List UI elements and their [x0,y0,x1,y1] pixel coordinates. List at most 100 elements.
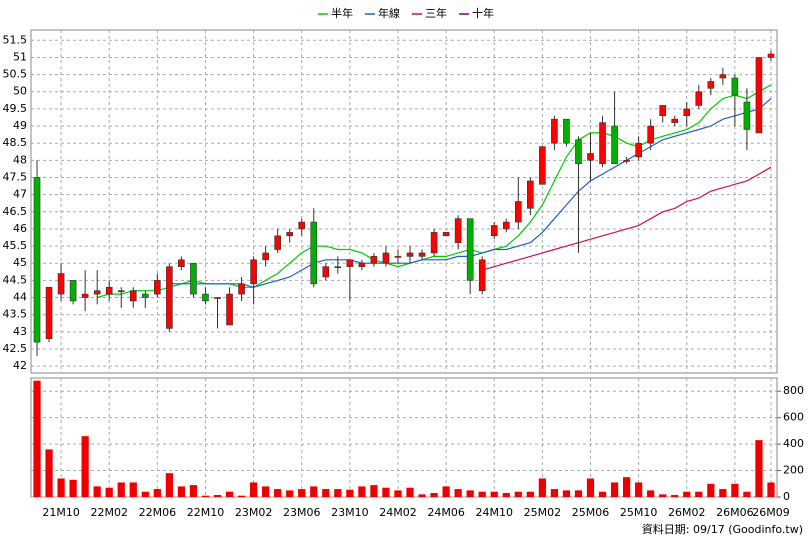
volume-bar [225,491,234,497]
y-tick-label: 48 [13,153,27,166]
candle-body [202,293,209,302]
candle-body [502,221,510,230]
volume-bar [213,495,222,497]
candle-body [454,218,462,243]
volume-bar [165,473,173,497]
volume-bar [526,491,534,497]
x-tick-label: 25M02 [524,506,562,519]
y-tick-label: 42 [13,359,27,372]
x-tick-label: 21M10 [42,506,80,519]
volume-bar [274,489,282,497]
candle-body [310,221,318,285]
legend-label: 十年 [472,6,494,20]
volume-tick-label: 600 [783,411,804,424]
volume-tick-label: 800 [783,384,804,397]
candle-body [117,290,125,292]
candle-body [707,81,715,89]
candle-body [442,232,450,237]
candle-body [635,142,642,158]
volume-bar [69,479,77,497]
candle-body [298,221,306,230]
volume-panel [30,377,778,498]
y-tick-label: 49.5 [3,102,28,115]
candle-body [250,259,257,285]
x-tick-label: 22M10 [187,506,225,519]
y-tick-label: 45 [13,256,27,269]
footnote: 資料日期: 09/17 (Goodinfo.tw) [642,522,803,536]
x-tick-label: 23M10 [331,506,369,519]
candle-body [743,101,751,130]
volume-bar [117,482,125,497]
candle-body [587,153,594,161]
candle-body [683,108,691,117]
volume-bar [731,483,739,497]
volume-bar [322,489,330,497]
volume-bar [334,489,342,497]
y-tick-label: 45.5 [3,239,28,252]
candle-body [490,225,498,237]
volume-bar [647,490,655,497]
y-tick-label: 43 [13,325,27,338]
y-tick-label: 43.5 [3,308,28,321]
candle-body [69,280,77,302]
x-tick-label: 22M06 [139,506,177,519]
volume-bar [514,491,522,497]
candle-body [346,259,354,267]
y-tick-label: 47 [13,188,27,201]
y-tick-label: 47.5 [3,170,28,183]
candle-body [406,252,414,257]
y-tick-label: 50 [13,85,27,98]
y-tick-label: 42.5 [3,342,28,355]
candle-body [322,266,330,278]
candle-body [81,293,89,298]
y-tick-label: 48.5 [3,136,28,149]
volume-bar [81,436,89,497]
volume-bar [262,486,270,497]
volume-bar [490,491,498,497]
volume-bar [610,482,619,497]
volume-bar [743,491,751,497]
volume-bar [201,495,210,497]
candle-body [154,280,161,295]
candle-body [466,218,474,281]
candle-body [190,262,197,295]
volume-bar [346,489,354,497]
volume-bar [45,449,53,497]
y-tick-label: 51 [13,50,27,63]
y-tick-label: 46 [13,222,27,235]
volume-bar [105,487,113,497]
candle-body [178,259,185,267]
y-tick-label: 46.5 [3,205,28,218]
candle-body [226,293,233,326]
volume-bar [550,489,559,497]
candle-body [611,125,618,165]
volume-bar [502,493,510,497]
volume-bar [249,482,258,497]
candle-body [286,232,294,237]
volume-bar [683,491,691,497]
candle-body [262,252,269,261]
candle-body [334,266,342,268]
volume-bar [153,489,161,497]
volume-bar [358,486,366,497]
volume-bar [394,490,402,497]
volume-bar [310,486,318,497]
volume-bar [574,490,583,497]
candle-body [563,118,570,144]
volume-bar [442,486,450,497]
x-tick-label: 26M09 [752,506,790,519]
volume-bar [478,491,486,497]
candle-body [647,125,654,144]
candle-body [575,139,582,165]
candle-body [129,290,137,302]
volume-bar [671,495,679,497]
candle-body [514,201,522,223]
x-tick-label: 24M10 [475,506,513,519]
volume-bar [454,489,462,497]
volume-bar [622,477,631,497]
x-tick-label: 23M06 [283,506,321,519]
legend-label: 三年 [425,6,447,20]
volume-bar [598,491,607,497]
y-tick-label: 49 [13,119,27,132]
